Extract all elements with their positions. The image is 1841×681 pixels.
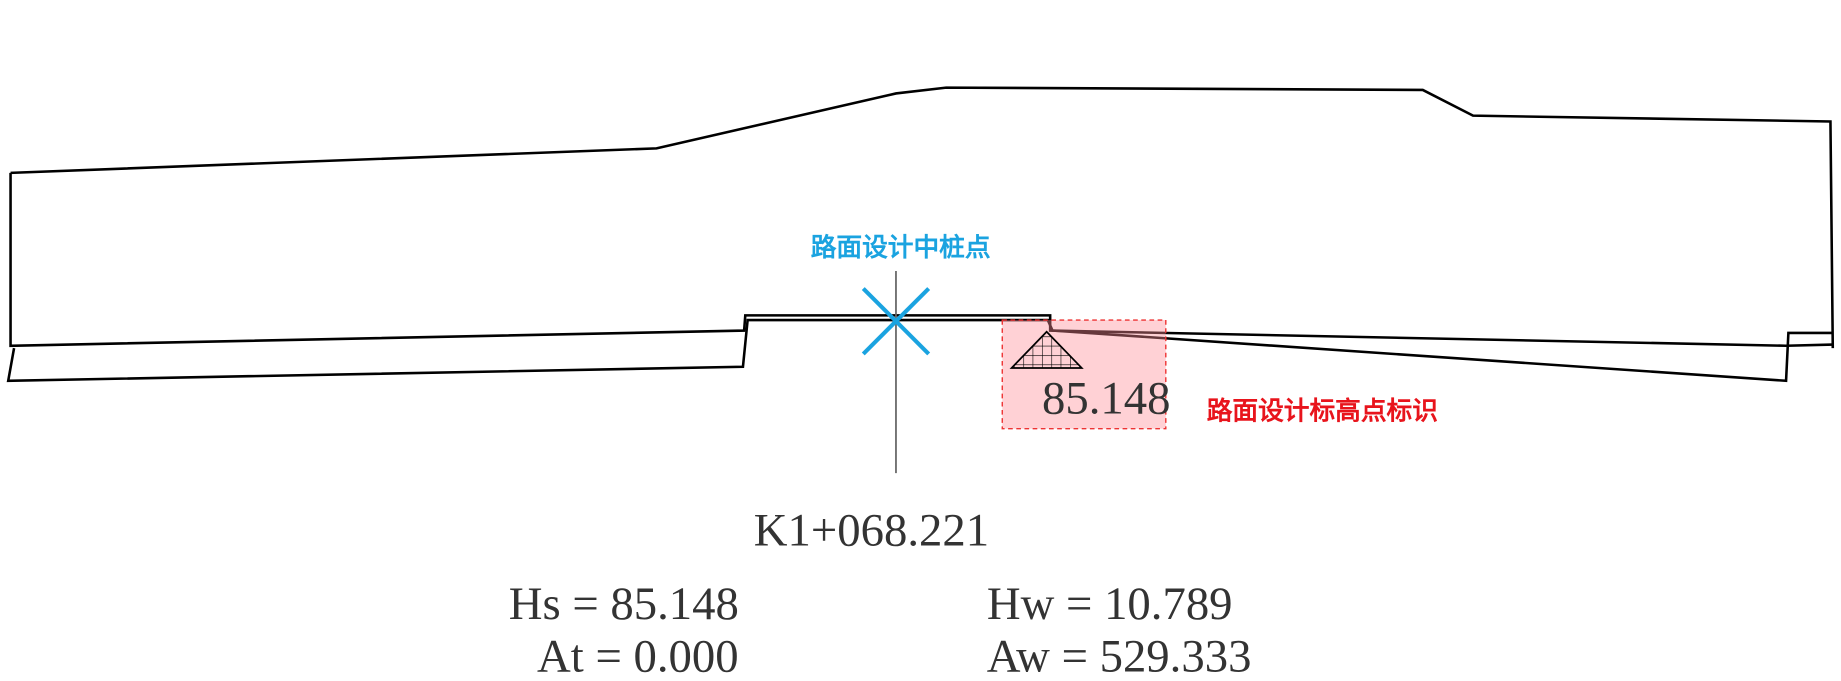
highlight-box xyxy=(1001,319,1167,430)
parameter: Hw = 10.789 xyxy=(987,578,1233,630)
parameter: At = 0.000 xyxy=(537,631,739,681)
parameter: Aw = 529.333 xyxy=(987,631,1252,681)
center-cross xyxy=(861,287,931,356)
elevation-symbol xyxy=(1009,330,1084,369)
elevation-mark-label: 路面设计标高点标识 xyxy=(1207,395,1438,426)
center-stake-label: 路面设计中桩点 xyxy=(811,232,991,263)
station: K1+068.221 xyxy=(754,505,989,557)
parameter: Hs = 85.148 xyxy=(509,578,739,630)
elevation-value: 85.148 xyxy=(1042,373,1170,425)
